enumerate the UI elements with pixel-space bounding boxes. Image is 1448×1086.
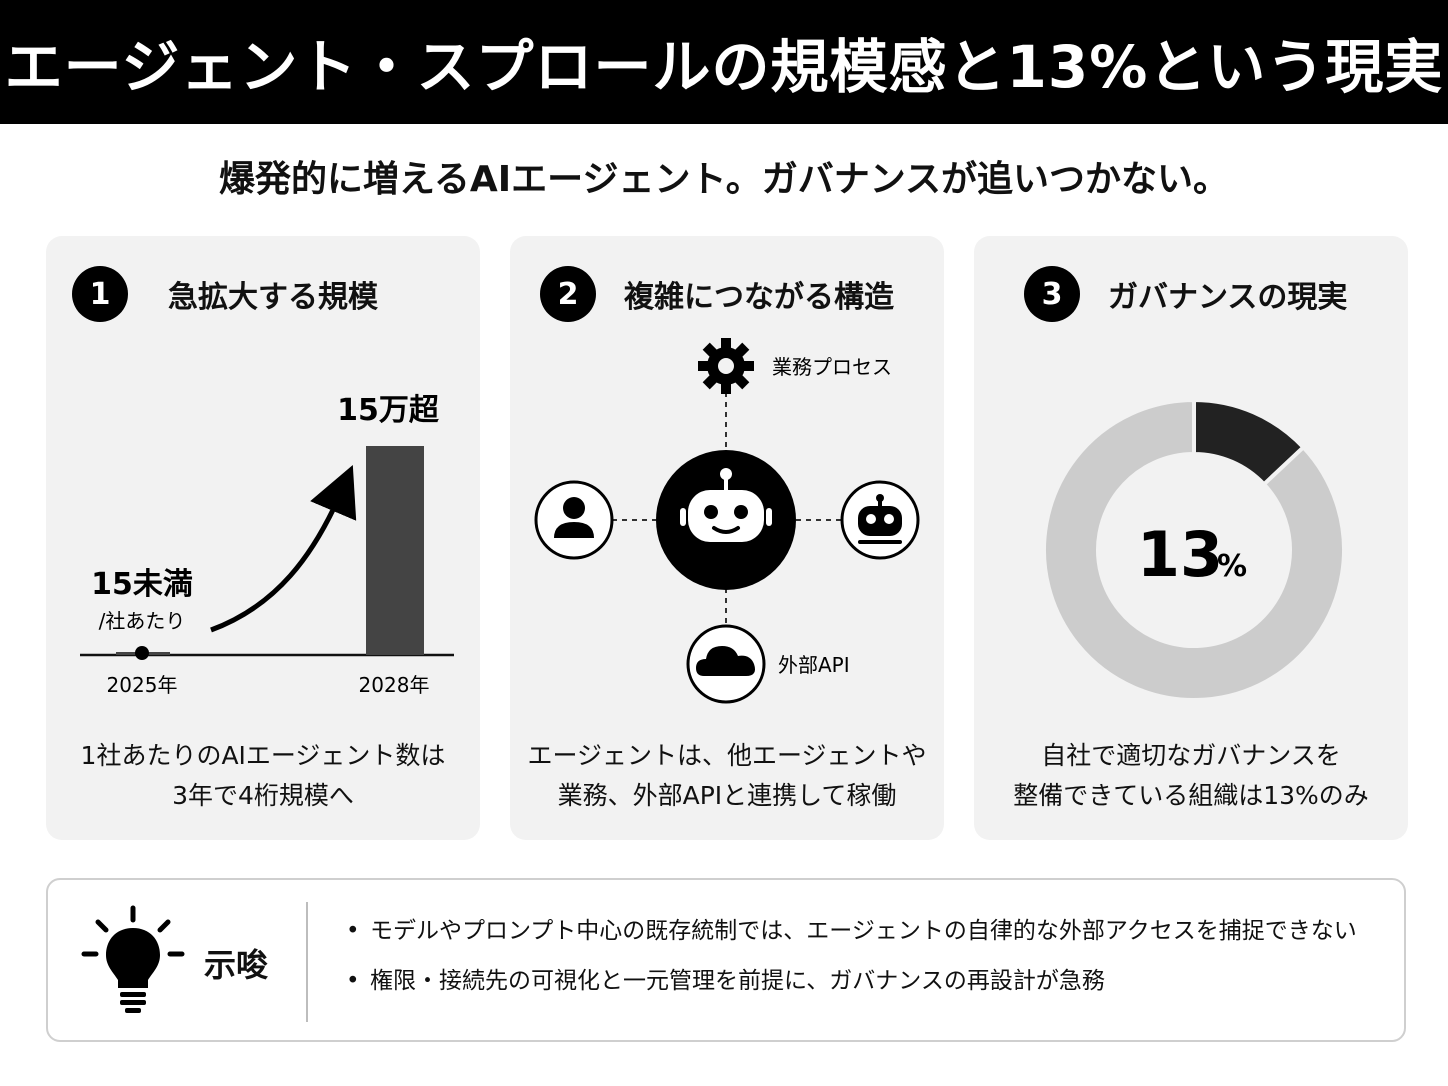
number-badge: 2 [540, 266, 596, 322]
panel-structure: 2 複雑につながる構造 [510, 236, 944, 840]
tick-label-2028: 2028年 [359, 673, 430, 697]
panel-description: エージェントは、他エージェントや 業務、外部APIと連携して稼働 [510, 736, 944, 816]
bar-2028-value: 15万超 [337, 393, 440, 428]
node-label-external-api: 外部API [778, 653, 850, 677]
panel-header: 1 急拡大する規模 [46, 266, 480, 322]
number-badge: 1 [72, 266, 128, 322]
bar-2025-value: 15未満 [91, 567, 193, 602]
donut-chart: 13 % [1042, 397, 1346, 702]
panel-title: ガバナンスの現実 [1108, 280, 1348, 315]
bar-2028 [366, 446, 424, 655]
implication-box: 示唆 モデルやプロンプト中心の既存統制では、エージェントの自律的な外部アクセスを… [46, 878, 1406, 1042]
donut-center-value: 13 [1137, 518, 1223, 591]
panel-title: 複雑につながる構造 [624, 280, 894, 315]
robot-icon [656, 450, 796, 590]
panel-description: 自社で適切なガバナンスを 整備できている組織は13%のみ [974, 736, 1408, 816]
desc-line: 整備できている組織は13%のみ [1013, 781, 1369, 810]
tick-label-2025: 2025年 [107, 673, 178, 697]
cloud-icon [686, 624, 766, 704]
page-subtitle: 爆発的に増えるAIエージェント。ガバナンスが追いつかない。 [218, 159, 1230, 200]
desc-line: 業務、外部APIと連携して稼働 [557, 781, 897, 810]
implication-title: 示唆 [204, 946, 269, 984]
robot-icon [840, 480, 920, 560]
desc-line: 3年で4桁規模へ [172, 781, 354, 810]
panel-description: 1社あたりのAIエージェント数は 3年で4桁規模へ [46, 736, 480, 816]
divider [306, 902, 308, 1022]
growth-arrow-icon [210, 465, 357, 633]
panel-header: 3 ガバナンスの現実 [974, 266, 1408, 322]
gear-icon [698, 338, 754, 394]
desc-line: 1社あたりのAIエージェント数は [80, 741, 446, 770]
bar-chart: 15未満 /社あたり 15万超 2025年 2028年 [80, 393, 454, 697]
node-label-business: 業務プロセス [772, 355, 892, 379]
header-bar: エージェント・スプロールの規模感と13%という現実 [0, 0, 1448, 124]
panel-scale: 1 急拡大する規模 15未満 /社あたり 15万超 2025年 2028年 1社… [46, 236, 480, 840]
page-title: エージェント・スプロールの規模感と13%という現実 [4, 33, 1444, 101]
panel-header: 2 複雑につながる構造 [510, 266, 944, 322]
implication-point: モデルやプロンプト中心の既存統制では、エージェントの自律的な外部アクセスを捕捉で… [346, 918, 1357, 944]
donut-center-unit: % [1217, 549, 1247, 584]
number-badge: 3 [1024, 266, 1080, 322]
desc-line: エージェントは、他エージェントや [527, 741, 927, 770]
lightbulb-icon [81, 905, 185, 1013]
donut-slice-other [1042, 397, 1346, 702]
implication-point: 権限・接続先の可視化と一元管理を前提に、ガバナンスの再設計が急務 [346, 968, 1357, 994]
panel-title: 急拡大する規模 [168, 280, 378, 315]
bar-2025-sublabel: /社あたり [99, 609, 186, 633]
panel-governance: 3 ガバナンスの現実 13 % 自社で適切なガバナンスを 整備できている組織は1… [974, 236, 1408, 840]
implication-list: モデルやプロンプト中心の既存統制では、エージェントの自律的な外部アクセスを捕捉で… [346, 918, 1357, 1018]
bar-2025-marker [135, 646, 149, 660]
user-icon [534, 480, 614, 560]
desc-line: 自社で適切なガバナンスを [1041, 741, 1341, 770]
network-diagram: 業務プロセス 外部API [534, 338, 920, 704]
